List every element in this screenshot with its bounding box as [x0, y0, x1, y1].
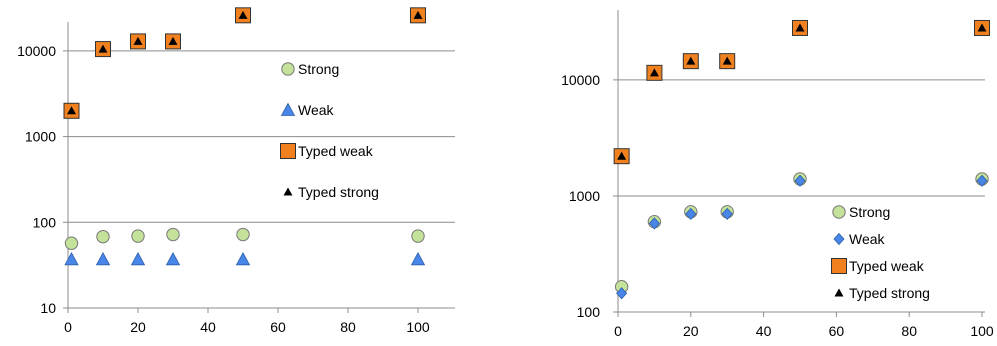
x-tick-label-0: 0: [64, 319, 72, 335]
series-typed-strong: [617, 23, 987, 160]
point-strong-2: [96, 229, 110, 244]
point-typed-strong-3: [686, 56, 696, 65]
y-tick-label-100: 100: [33, 214, 57, 230]
y-tick-label-1000: 1000: [569, 188, 600, 204]
point-strong-3: [131, 229, 145, 243]
point-weak-6: [976, 174, 988, 187]
point-weak-3: [130, 251, 146, 266]
point-typed-strong-1: [617, 151, 627, 160]
legend-label-typed-strong: Typed strong: [849, 285, 930, 301]
x-tick-label-100: 100: [406, 319, 430, 335]
legend-marker-strong: [832, 205, 846, 219]
legend-label-weak: Weak: [298, 102, 335, 118]
point-typed-strong-4: [722, 56, 732, 65]
point-strong-6: [411, 229, 425, 243]
legend-marker-typed-strong: [283, 187, 293, 196]
point-typed-strong-3: [133, 36, 143, 45]
point-weak-2: [648, 217, 660, 230]
legend-label-typed-weak: Typed weak: [849, 258, 925, 274]
x-tick-label-40: 40: [200, 319, 216, 335]
legend: Strong Weak Typed weak Typed strong: [280, 61, 379, 200]
legend-marker-strong: [281, 62, 295, 76]
point-typed-strong-6: [977, 23, 987, 32]
point-strong-5: [236, 227, 250, 242]
point-typed-strong-4: [168, 36, 178, 45]
series-strong: [614, 172, 989, 294]
y-tick-label-1000: 1000: [25, 129, 56, 145]
point-weak-4: [721, 207, 733, 221]
legend-label-strong: Strong: [298, 61, 339, 77]
legend-label-typed-strong: Typed strong: [298, 184, 379, 200]
x-tick-label-100: 100: [970, 323, 994, 339]
point-weak-6: [410, 251, 426, 266]
legend: Strong Weak Typed weak Typed strong: [831, 204, 930, 301]
series-typed-weak: [63, 7, 426, 119]
point-weak-4: [165, 251, 181, 266]
y-tick-label-100: 100: [577, 304, 601, 320]
chart-2: 100 1000 10000 0 20 40 60 80 100 Strong Weak Typed …: [561, 10, 994, 339]
point-typed-strong-5: [238, 10, 248, 19]
x-tick-label-60: 60: [829, 323, 845, 339]
legend-marker-typed-weak: [831, 258, 847, 274]
x-tick-label-20: 20: [130, 319, 146, 335]
chart-1: 10 100 1000 10000 0 20 40 60 80 100 Strong Weak Type…: [17, 7, 455, 335]
point-weak-5: [235, 251, 251, 266]
legend-label-strong: Strong: [849, 204, 890, 220]
legend-label-typed-weak: Typed weak: [298, 143, 374, 159]
legend-marker-weak: [280, 102, 296, 116]
point-typed-strong-1: [67, 106, 76, 115]
x-tick-label-80: 80: [901, 323, 917, 339]
point-strong-1: [64, 236, 79, 250]
point-typed-strong-6: [413, 10, 423, 19]
series-typed-weak: [613, 19, 990, 165]
y-tick-label-10: 10: [40, 300, 56, 316]
x-tick-label-60: 60: [270, 319, 286, 335]
point-typed-strong-2: [649, 68, 659, 77]
legend-label-weak: Weak: [849, 231, 886, 247]
point-typed-strong-5: [795, 23, 805, 32]
series-strong: [64, 227, 425, 250]
series-typed-strong: [67, 10, 423, 115]
point-weak-1: [64, 251, 79, 266]
point-weak-5: [794, 174, 806, 187]
legend-marker-weak: [833, 232, 845, 246]
legend-marker-typed-strong: [834, 288, 844, 297]
x-tick-label-80: 80: [340, 319, 356, 335]
point-strong-4: [166, 227, 180, 242]
y-tick-label-10000: 10000: [17, 43, 56, 59]
series-weak: [64, 251, 426, 266]
x-tick-label-20: 20: [683, 323, 699, 339]
legend-marker-typed-weak: [280, 143, 296, 159]
point-typed-strong-2: [98, 44, 108, 53]
x-tick-label-40: 40: [756, 323, 772, 339]
point-weak-1: [616, 287, 628, 300]
series-weak: [616, 174, 988, 300]
y-tick-label-10000: 10000: [561, 72, 600, 88]
point-weak-2: [95, 251, 111, 266]
x-tick-label-0: 0: [614, 323, 622, 339]
point-weak-3: [685, 207, 697, 221]
